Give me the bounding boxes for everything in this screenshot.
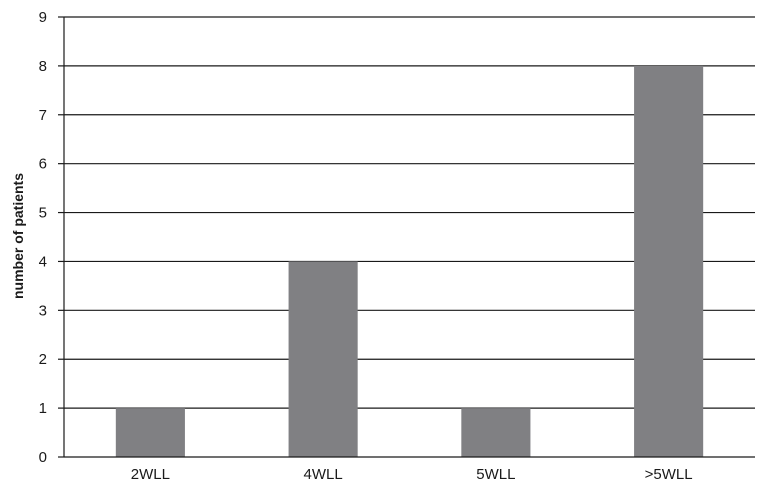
y-tick-label: 8 <box>39 58 47 75</box>
y-tick-label: 0 <box>39 449 47 466</box>
bar->5WLL <box>634 65 704 457</box>
x-tick-label: 5WLL <box>476 466 515 483</box>
bar-5WLL <box>461 408 531 457</box>
bars <box>115 65 704 457</box>
x-tick-label: >5WLL <box>645 466 693 483</box>
y-tick-label: 2 <box>39 351 47 368</box>
y-tick-label: 5 <box>39 205 47 222</box>
bar-4WLL <box>288 261 358 457</box>
y-tick-label: 3 <box>39 302 47 319</box>
bar-2WLL <box>115 408 185 457</box>
y-tick-label: 6 <box>39 156 47 173</box>
x-tick-label: 2WLL <box>131 466 170 483</box>
y-tick-label: 7 <box>39 107 47 124</box>
y-tick-label: 4 <box>39 253 47 270</box>
y-tick-labels: 0 1 2 3 4 5 6 7 8 9 <box>39 9 47 466</box>
y-tick-label: 9 <box>39 9 47 26</box>
y-axis-title: number of patients <box>10 173 26 299</box>
y-tick-label: 1 <box>39 400 47 417</box>
x-tick-label: 4WLL <box>304 466 343 483</box>
x-tick-labels: 2WLL 4WLL 5WLL >5WLL <box>131 466 693 483</box>
axes <box>63 17 755 458</box>
